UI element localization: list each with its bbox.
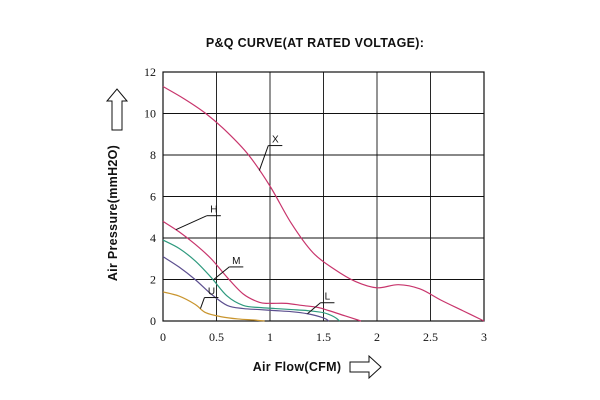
x-tick-label: 1 [267, 330, 273, 344]
chart-title: P&Q CURVE(AT RATED VOLTAGE): [206, 36, 424, 50]
y-tick-label: 4 [150, 231, 156, 245]
x-tick-label: 0 [160, 330, 166, 344]
curve-label-pointer [199, 297, 205, 309]
x-tick-label: 0.5 [209, 330, 224, 344]
curve-x [162, 86, 485, 322]
curves: X H M L U [162, 86, 485, 322]
x-tick-label: 1.5 [316, 330, 331, 344]
y-tick-label: 0 [150, 314, 156, 328]
curve-label-pointer [258, 145, 269, 171]
plot-frame [162, 71, 485, 322]
x-tick-label: 3 [481, 330, 487, 344]
y-tick-label: 6 [150, 190, 156, 204]
curve-label-h: H [210, 205, 217, 216]
curve-label-pointer [307, 302, 321, 315]
curve-label-m: M [232, 256, 240, 267]
y-tick-label: 8 [150, 148, 156, 162]
grid-lines [163, 72, 484, 321]
curve-label-x: X [272, 135, 279, 146]
y-tick-label: 10 [144, 107, 156, 121]
curve-h [162, 220, 362, 322]
x-tick-label: 2 [374, 330, 380, 344]
tick-labels: 0 0.5 1 1.5 2 2.5 3 0 2 4 6 8 10 12 [144, 65, 487, 344]
x-axis-label: Air Flow(CFM) [253, 360, 342, 374]
right-arrow-icon [349, 354, 382, 380]
curve-m [162, 239, 340, 322]
curve-label-l: L [325, 292, 331, 303]
y-axis-label: Air Pressure(mmH2O) [106, 145, 120, 281]
curve-l [162, 256, 330, 322]
y-tick-label: 2 [150, 273, 156, 287]
curve-label-pointer [212, 266, 230, 281]
curve-u [162, 291, 265, 322]
up-arrow-icon [105, 88, 129, 131]
curve-label-pointer [175, 215, 208, 231]
y-tick-label: 12 [144, 65, 156, 79]
x-tick-label: 2.5 [423, 330, 438, 344]
curve-label-u: U [208, 287, 215, 298]
